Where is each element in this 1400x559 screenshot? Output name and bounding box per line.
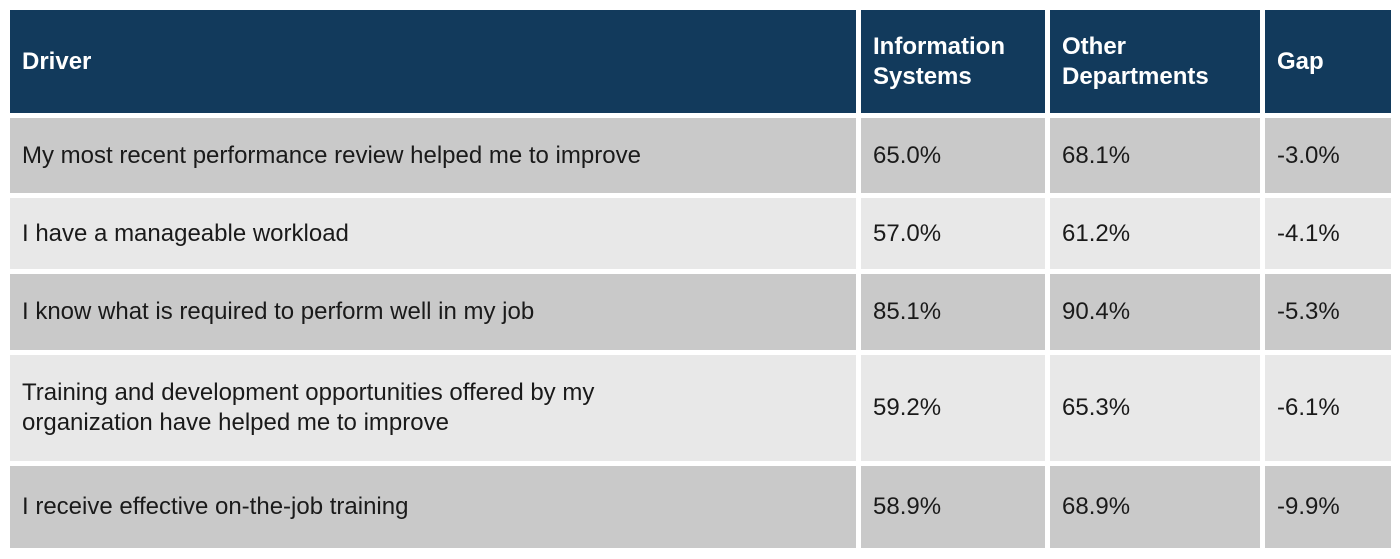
- column-header-driver: Driver: [10, 10, 856, 113]
- table-row-other-departments-cell: 68.9%: [1050, 466, 1260, 548]
- table-row-driver-cell: I have a manageable workload: [10, 198, 856, 269]
- table-row-gap-cell: -4.1%: [1265, 198, 1391, 269]
- column-header-information-systems: Information Systems: [861, 10, 1045, 113]
- table-row-information-systems-cell: 59.2%: [861, 355, 1045, 461]
- table-row-driver-cell: I receive effective on-the-job training: [10, 466, 856, 548]
- column-header-other-departments: Other Departments: [1050, 10, 1260, 113]
- table-row-gap-cell: -5.3%: [1265, 274, 1391, 350]
- table-row-other-departments-cell: 68.1%: [1050, 118, 1260, 193]
- table-row-gap-cell: -9.9%: [1265, 466, 1391, 548]
- table-row-information-systems-cell: 57.0%: [861, 198, 1045, 269]
- driver-comparison-table: Driver Information Systems Other Departm…: [10, 10, 1391, 548]
- table-row-information-systems-cell: 58.9%: [861, 466, 1045, 548]
- table-row-driver-cell: I know what is required to perform well …: [10, 274, 856, 350]
- table-row-gap-cell: -3.0%: [1265, 118, 1391, 193]
- table-row-driver-cell: My most recent performance review helped…: [10, 118, 856, 193]
- table-row-other-departments-cell: 61.2%: [1050, 198, 1260, 269]
- table-row-other-departments-cell: 90.4%: [1050, 274, 1260, 350]
- table-row-driver-cell: Training and development opportunities o…: [10, 355, 856, 461]
- table-row-information-systems-cell: 65.0%: [861, 118, 1045, 193]
- table-row-other-departments-cell: 65.3%: [1050, 355, 1260, 461]
- table-row-gap-cell: -6.1%: [1265, 355, 1391, 461]
- column-header-gap: Gap: [1265, 10, 1391, 113]
- table-row-information-systems-cell: 85.1%: [861, 274, 1045, 350]
